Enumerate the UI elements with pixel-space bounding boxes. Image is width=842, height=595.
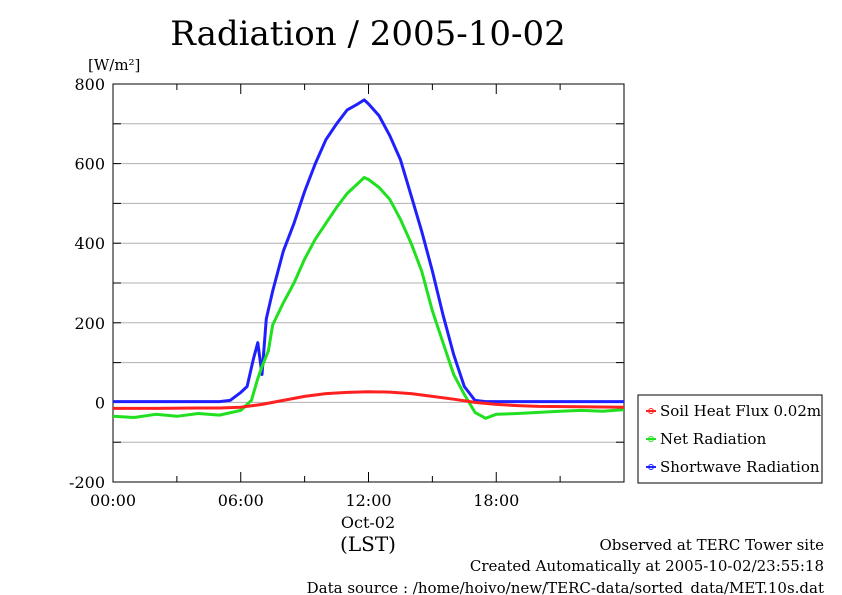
y-axis-ticks: -200 0 200 400 600 800 xyxy=(69,75,624,492)
legend-label: Net Radiation xyxy=(660,430,767,448)
y-tick-label: 0 xyxy=(95,393,105,412)
footer-line-2: Created Automatically at 2005-10-02/23:5… xyxy=(470,557,824,575)
x-tick-label: 12:00 xyxy=(345,491,391,510)
x-tick-label: 18:00 xyxy=(473,491,519,510)
y-tick-label: 400 xyxy=(74,234,105,253)
legend-marker xyxy=(648,464,654,470)
legend-label: Soil Heat Flux 0.02m xyxy=(660,402,821,420)
legend-marker xyxy=(648,436,654,442)
y-tick-label: 600 xyxy=(74,155,105,174)
x-axis-label: (LST) xyxy=(340,532,396,556)
footer-line-3: Data source : /home/hoivo/new/TERC-data/… xyxy=(307,579,824,595)
x-date-label: Oct-02 xyxy=(341,513,395,532)
legend: Soil Heat Flux 0.02m Net Radiation Shortwa… xyxy=(637,394,823,484)
y-tick-label: 200 xyxy=(74,314,105,333)
x-tick-label: 00:00 xyxy=(90,491,136,510)
y-axis-label: [W/m²] xyxy=(88,56,140,74)
legend-box xyxy=(637,394,823,484)
series-line-shortwave-radiation xyxy=(113,98,624,404)
x-tick-label: 06:00 xyxy=(218,491,264,510)
series-group xyxy=(112,98,625,420)
y-tick-label: -200 xyxy=(69,473,105,492)
chart-title: Radiation / 2005-10-02 xyxy=(170,14,566,54)
series-line-soil-heat-flux-0-02m xyxy=(113,390,625,410)
x-axis-ticks: 00:00 06:00 12:00 18:00 xyxy=(90,84,625,510)
footer-line-1: Observed at TERC Tower site xyxy=(599,536,824,554)
y-tick-label: 800 xyxy=(74,75,105,94)
legend-label: Shortwave Radiation xyxy=(660,458,820,476)
legend-marker xyxy=(648,408,654,414)
